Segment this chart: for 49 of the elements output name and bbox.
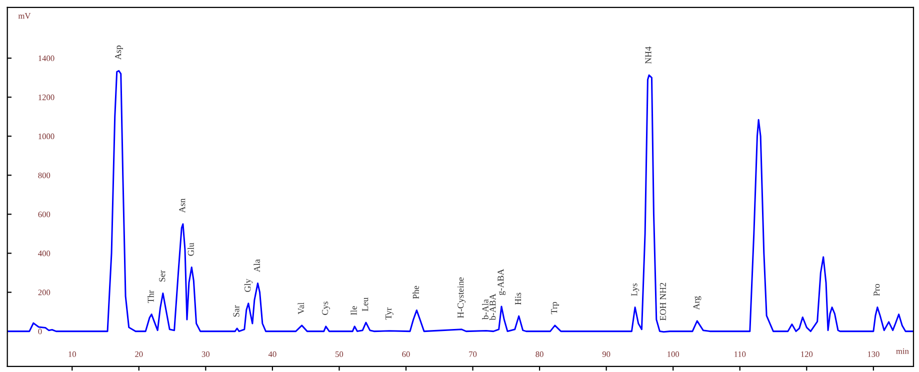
x-axis-title: min	[896, 348, 909, 354]
annotation: Phe	[412, 286, 419, 299]
y-tick-label: 600	[38, 212, 50, 218]
annotation: b-Ala	[482, 299, 488, 320]
annotation: b-ABA	[489, 294, 496, 320]
line-series	[7, 70, 914, 333]
annotation: g-ABA	[498, 268, 506, 296]
annotation: Thr	[147, 290, 154, 304]
y-axis-title: mV	[18, 13, 31, 19]
annotation: EOH NH2	[660, 282, 666, 321]
annotation: Pro	[874, 284, 880, 296]
y-tick-label: 1000	[38, 134, 54, 140]
x-tick-label: 100	[668, 351, 680, 358]
y-tick-label: 0	[38, 328, 42, 334]
annotation: Val	[298, 302, 304, 314]
annotation: Asn	[179, 198, 186, 213]
annotation: Ala	[254, 259, 260, 272]
annotation: Leu	[362, 298, 368, 312]
x-tick-label: 30	[202, 351, 210, 358]
annotation: Ser	[159, 270, 166, 282]
x-tick-label: 110	[734, 351, 746, 358]
annotation: Lys	[631, 283, 640, 296]
x-tick-label: 50	[336, 351, 344, 358]
annotation: Glu	[188, 242, 194, 256]
annotation: NH4	[645, 46, 652, 64]
annotation: His	[515, 292, 522, 305]
y-tick-label: 800	[38, 172, 50, 178]
x-tick-label: 70	[469, 351, 477, 358]
annotation: H-Cysteine	[458, 277, 466, 318]
annotation: Asp	[115, 46, 123, 60]
annotation: Sar	[233, 305, 240, 317]
x-tick-label: 90	[602, 351, 610, 358]
x-tick-label: 10	[68, 351, 76, 358]
y-tick-label: 400	[38, 250, 50, 256]
annotation: Cys	[322, 302, 330, 315]
y-tick-label: 1200	[38, 94, 54, 100]
annotation: Ile	[350, 306, 357, 315]
y-tick-label: 200	[38, 290, 50, 296]
annotation: Tyr	[386, 307, 394, 320]
y-tick-label: 1400	[38, 56, 54, 62]
x-tick-label: 60	[402, 351, 410, 358]
x-tick-label: 130	[868, 351, 880, 358]
x-tick-label: 40	[268, 351, 276, 358]
x-tick-label: 20	[135, 351, 143, 358]
x-tick-label: 120	[801, 351, 813, 358]
annotation: Trp	[551, 302, 559, 314]
x-tick-label: 80	[536, 351, 544, 358]
annotation: Arg	[693, 296, 702, 310]
annotation: Gly	[244, 278, 253, 292]
